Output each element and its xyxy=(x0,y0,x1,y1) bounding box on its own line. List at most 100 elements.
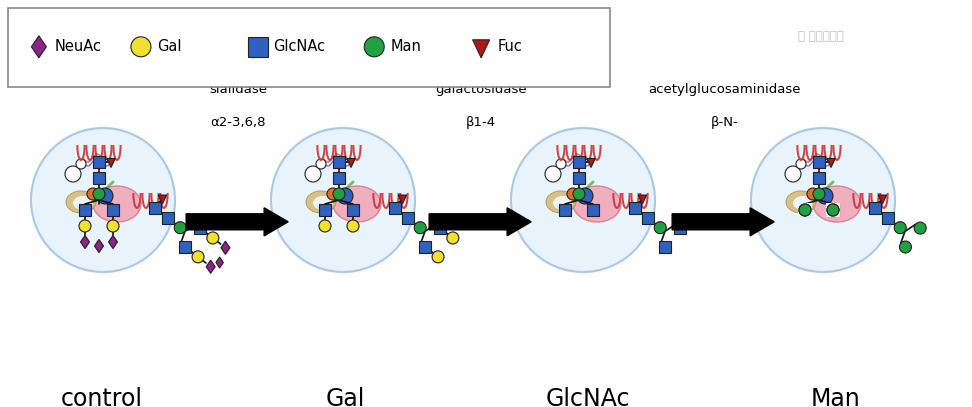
Circle shape xyxy=(76,159,86,169)
FancyArrow shape xyxy=(187,208,288,236)
Ellipse shape xyxy=(751,128,895,272)
Polygon shape xyxy=(107,158,116,168)
FancyBboxPatch shape xyxy=(659,241,672,253)
Circle shape xyxy=(654,222,666,234)
Circle shape xyxy=(799,204,811,216)
Text: Man: Man xyxy=(390,39,421,54)
FancyBboxPatch shape xyxy=(882,212,893,224)
Text: Gal: Gal xyxy=(156,39,182,54)
Text: Man: Man xyxy=(811,387,861,407)
Circle shape xyxy=(347,220,359,232)
FancyBboxPatch shape xyxy=(826,203,840,217)
Circle shape xyxy=(305,166,321,182)
Circle shape xyxy=(813,188,825,200)
Polygon shape xyxy=(31,36,47,58)
Polygon shape xyxy=(158,195,166,204)
Text: NeuAc: NeuAc xyxy=(54,39,102,54)
FancyBboxPatch shape xyxy=(798,203,812,217)
Ellipse shape xyxy=(313,196,333,210)
Polygon shape xyxy=(81,235,89,249)
Circle shape xyxy=(364,37,384,57)
FancyBboxPatch shape xyxy=(813,156,825,168)
FancyArrow shape xyxy=(673,208,774,236)
Ellipse shape xyxy=(553,196,573,210)
Polygon shape xyxy=(221,241,230,254)
FancyBboxPatch shape xyxy=(333,156,345,168)
FancyBboxPatch shape xyxy=(573,156,585,168)
FancyBboxPatch shape xyxy=(93,156,105,168)
Polygon shape xyxy=(94,239,103,253)
Polygon shape xyxy=(878,195,886,204)
Ellipse shape xyxy=(813,186,861,222)
FancyBboxPatch shape xyxy=(827,204,839,216)
Text: Fuc: Fuc xyxy=(497,39,522,54)
Circle shape xyxy=(915,222,926,234)
FancyBboxPatch shape xyxy=(389,202,401,214)
Ellipse shape xyxy=(306,191,336,213)
FancyBboxPatch shape xyxy=(869,202,881,214)
Circle shape xyxy=(79,220,91,232)
Circle shape xyxy=(577,188,593,204)
Polygon shape xyxy=(827,158,835,168)
Circle shape xyxy=(545,166,561,182)
Circle shape xyxy=(894,222,906,234)
Circle shape xyxy=(827,204,839,216)
Circle shape xyxy=(316,159,326,169)
Circle shape xyxy=(827,204,839,216)
FancyBboxPatch shape xyxy=(161,212,174,224)
Circle shape xyxy=(899,241,912,253)
Ellipse shape xyxy=(73,196,93,210)
FancyBboxPatch shape xyxy=(813,172,825,184)
Text: α2-3,6,8: α2-3,6,8 xyxy=(210,116,266,129)
FancyBboxPatch shape xyxy=(675,222,686,234)
Text: sialidase: sialidase xyxy=(209,83,267,96)
Text: galactosidase: galactosidase xyxy=(435,83,527,96)
Circle shape xyxy=(432,251,444,263)
Polygon shape xyxy=(109,235,118,249)
FancyBboxPatch shape xyxy=(180,241,191,253)
Polygon shape xyxy=(399,195,406,204)
Circle shape xyxy=(567,188,579,200)
FancyBboxPatch shape xyxy=(319,204,331,216)
FancyBboxPatch shape xyxy=(8,8,609,88)
Text: GlcNAc: GlcNAc xyxy=(546,387,630,407)
FancyBboxPatch shape xyxy=(420,241,432,253)
Ellipse shape xyxy=(333,186,381,222)
Polygon shape xyxy=(206,260,215,274)
Circle shape xyxy=(192,251,204,263)
Circle shape xyxy=(327,188,339,200)
Polygon shape xyxy=(216,257,224,268)
FancyBboxPatch shape xyxy=(333,172,345,184)
Ellipse shape xyxy=(271,128,415,272)
FancyBboxPatch shape xyxy=(93,172,105,184)
Text: GlcNAc: GlcNAc xyxy=(273,39,326,54)
Text: β-N-: β-N- xyxy=(711,116,738,129)
FancyBboxPatch shape xyxy=(587,204,599,216)
Circle shape xyxy=(807,188,819,200)
Circle shape xyxy=(131,37,151,57)
Text: 💬 外泌体之家: 💬 外泌体之家 xyxy=(798,30,845,43)
Ellipse shape xyxy=(793,196,813,210)
Circle shape xyxy=(93,188,105,200)
FancyBboxPatch shape xyxy=(642,212,653,224)
Ellipse shape xyxy=(93,186,141,222)
Circle shape xyxy=(107,220,119,232)
FancyBboxPatch shape xyxy=(347,204,359,216)
Text: control: control xyxy=(61,387,143,407)
FancyBboxPatch shape xyxy=(559,204,571,216)
Polygon shape xyxy=(347,158,355,168)
Circle shape xyxy=(337,188,353,204)
Ellipse shape xyxy=(66,191,96,213)
Ellipse shape xyxy=(573,186,621,222)
Ellipse shape xyxy=(31,128,175,272)
FancyBboxPatch shape xyxy=(194,222,206,234)
Circle shape xyxy=(87,188,99,200)
FancyBboxPatch shape xyxy=(573,172,585,184)
Circle shape xyxy=(333,188,345,200)
FancyBboxPatch shape xyxy=(799,204,811,216)
Polygon shape xyxy=(639,195,646,204)
FancyBboxPatch shape xyxy=(629,202,641,214)
Circle shape xyxy=(414,222,426,234)
FancyBboxPatch shape xyxy=(248,37,267,57)
FancyArrow shape xyxy=(430,208,531,236)
